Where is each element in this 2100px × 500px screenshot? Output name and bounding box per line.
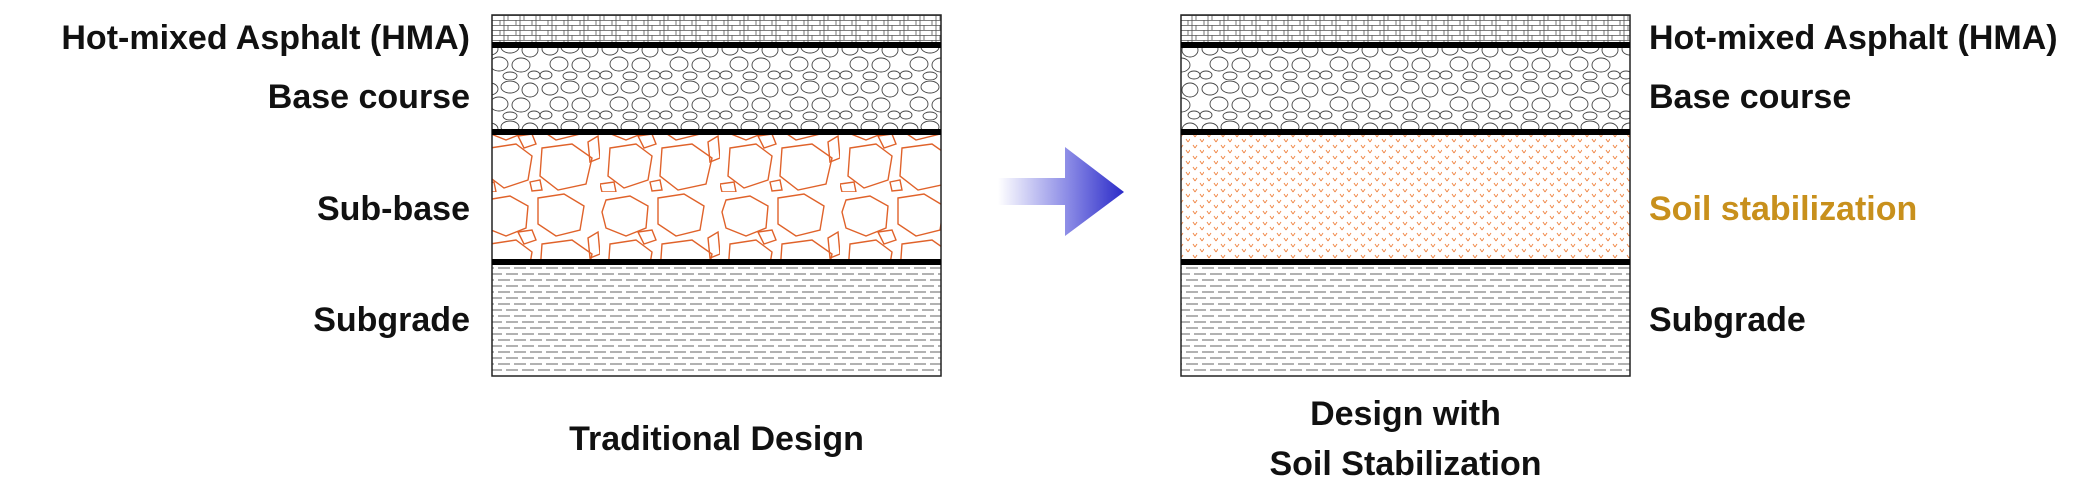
stabilized-section-border [1180,14,1631,377]
traditional-subbase-label: Sub-base [316,190,470,228]
transition-arrow-icon [998,147,1124,236]
traditional-hma-layer [492,15,941,45]
stabilized-stabilization-label: Soil stabilization [1649,190,1918,228]
traditional-design-caption: Traditional Design [569,420,864,458]
traditional-subgrade-layer [492,262,941,376]
stabilized-design-caption-line2: Soil Stabilization [1269,445,1542,483]
traditional-base-layer [492,45,941,132]
traditional-base-label: Base course [267,78,470,116]
stabilized-subgrade-layer [1181,262,1630,376]
traditional-hma-label: Hot-mixed Asphalt (HMA) [61,19,470,57]
traditional-subgrade-label: Subgrade [313,301,470,339]
traditional-section-border [491,14,942,377]
stabilized-subgrade-label: Subgrade [1649,301,1806,339]
stabilized-base-layer [1181,45,1630,132]
traditional-subbase-layer [492,132,941,262]
stabilized-design-caption-line1: Design with [1310,395,1501,433]
stabilized-base-label: Base course [1649,78,1852,116]
stabilized-hma-label: Hot-mixed Asphalt (HMA) [1649,19,2058,57]
stabilized-stabilization-layer [1181,132,1630,262]
stabilized-pavement-section [1180,14,1631,377]
traditional-pavement-section [491,14,942,377]
stabilized-hma-layer [1181,15,1630,45]
